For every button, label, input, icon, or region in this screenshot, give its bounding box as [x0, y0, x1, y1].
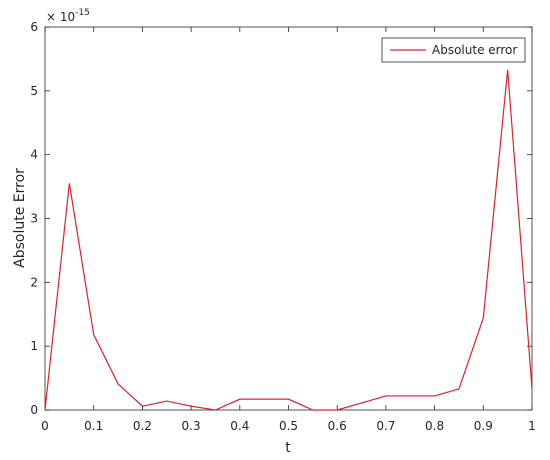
- y-tick-label: 0: [30, 403, 38, 417]
- x-tick-label: 0.7: [376, 419, 395, 433]
- x-tick-label: 0.8: [425, 419, 444, 433]
- x-tick-label: 0.1: [84, 419, 103, 433]
- y-tick-label: 2: [30, 275, 38, 289]
- x-axis-label: t: [285, 440, 291, 456]
- data-line: [44, 69, 533, 411]
- x-tick-label: 0.5: [279, 419, 298, 433]
- y-exponent-base: × 10: [46, 10, 75, 24]
- y-exponent: × 10-15: [46, 8, 90, 24]
- y-tick-label: 5: [30, 84, 38, 98]
- x-tick-label: 0.4: [230, 419, 249, 433]
- x-tick-label: 0.3: [182, 419, 201, 433]
- x-tick-label: 0.9: [474, 419, 493, 433]
- y-tick-label: 1: [30, 339, 38, 353]
- x-tick-label: 0.2: [133, 419, 152, 433]
- y-exponent-power: -15: [75, 8, 90, 18]
- y-tick-label: 6: [30, 20, 38, 34]
- x-tick-label: 0: [41, 419, 49, 433]
- y-tick-label: 4: [30, 148, 38, 162]
- x-tick-label: 1: [528, 419, 536, 433]
- x-tick-label: 0.6: [328, 419, 347, 433]
- y-tick-label: 3: [30, 212, 38, 226]
- y-axis-label: Absolute Error: [12, 168, 28, 268]
- legend-label: Absolute error: [432, 43, 517, 57]
